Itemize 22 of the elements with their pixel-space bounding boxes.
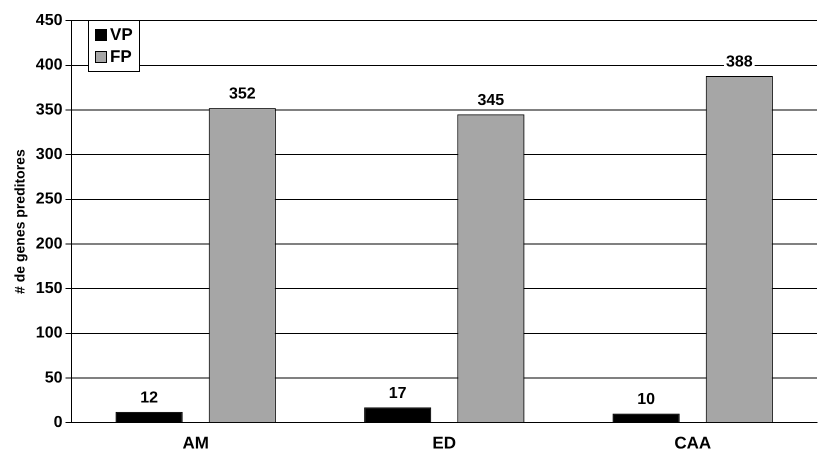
y-tick-label: 150 xyxy=(36,280,63,298)
data-label: 345 xyxy=(477,92,504,109)
y-tick-label: 400 xyxy=(36,56,63,74)
legend-label: FP xyxy=(110,46,132,68)
y-axis-title: # de genes preditores xyxy=(11,149,28,294)
data-label: 352 xyxy=(228,86,256,103)
x-tick-label: ED xyxy=(432,433,456,452)
data-label: 12 xyxy=(140,389,158,406)
data-label: 17 xyxy=(388,384,407,402)
y-tick-label: 350 xyxy=(36,101,63,118)
y-tick-label: 100 xyxy=(36,324,63,342)
data-label: 388 xyxy=(726,53,753,70)
y-tick-label: 300 xyxy=(36,146,63,164)
y-tick-label: 50 xyxy=(44,369,63,386)
x-tick-label: AM xyxy=(182,433,209,452)
y-tick-label: 250 xyxy=(36,190,63,208)
legend-label: VP xyxy=(110,24,133,46)
y-tick-label: 0 xyxy=(54,414,63,432)
x-tick-label: CAA xyxy=(674,433,712,452)
data-label: 10 xyxy=(637,391,656,408)
y-tick-label: 450 xyxy=(36,12,63,30)
y-tick-label: 200 xyxy=(36,235,63,252)
